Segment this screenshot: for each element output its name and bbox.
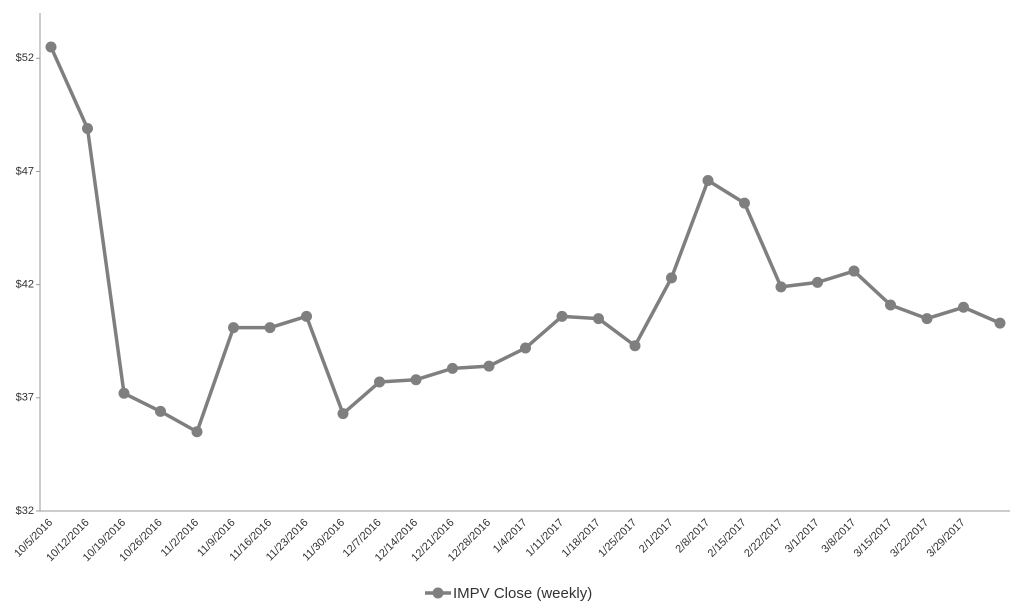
point (264, 322, 276, 334)
x-tick-label: 2/1/2017 (637, 517, 676, 556)
x-tick-label: 3/29/2017 (925, 517, 968, 560)
point (483, 360, 495, 372)
point (191, 426, 203, 438)
point (118, 387, 130, 399)
x-tick-label: 3/15/2017 (852, 517, 895, 560)
series-line (49, 46, 1001, 434)
y-tick-label: $52 (16, 52, 34, 64)
x-tick-label: 2/22/2017 (742, 517, 785, 560)
legend-label: IMPV Close (weekly) (453, 585, 592, 602)
x-tick-label: 11/2/2016 (159, 517, 202, 560)
x-tick-label: 3/1/2017 (783, 517, 822, 556)
point (848, 265, 860, 277)
point (556, 310, 568, 322)
y-tick-label: $42 (16, 279, 34, 291)
x-tick-label: 1/18/2017 (560, 517, 603, 560)
legend-marker (432, 587, 444, 599)
y-tick-label: $32 (16, 505, 34, 517)
point (593, 313, 604, 325)
point (228, 322, 239, 334)
point (739, 197, 750, 209)
point (155, 405, 166, 417)
point (994, 317, 1006, 329)
point (775, 281, 787, 293)
point (958, 301, 969, 313)
x-tick-label: 1/25/2017 (596, 517, 639, 560)
point (337, 408, 349, 420)
point (885, 299, 896, 311)
point (374, 376, 385, 388)
x-tick-label: 2/15/2017 (706, 517, 749, 560)
point (702, 175, 714, 187)
y-tick-label: $37 (16, 392, 34, 404)
point (410, 374, 422, 386)
point (629, 340, 641, 352)
point (45, 41, 57, 53)
point (666, 272, 677, 284)
point (301, 310, 312, 322)
point (921, 313, 933, 325)
point (82, 122, 93, 134)
x-tick-label: 3/22/2017 (888, 517, 931, 560)
point (812, 276, 823, 288)
y-tick-label: $47 (16, 165, 34, 177)
point (447, 362, 458, 374)
point (520, 342, 531, 354)
